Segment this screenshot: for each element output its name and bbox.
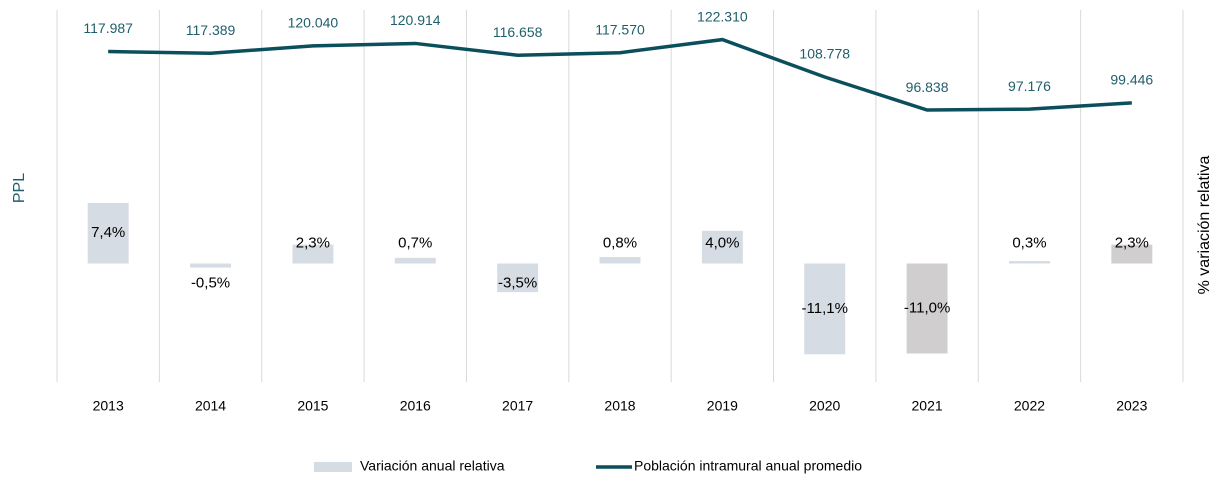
- legend-label: Población intramural anual promedio: [634, 458, 862, 474]
- y-axis-label: PPL: [11, 173, 28, 203]
- bar: [497, 263, 539, 293]
- line: [108, 37, 1132, 112]
- bar-value-label: -0,5%: [191, 274, 230, 291]
- legend-label: Variación anual relativa: [360, 458, 505, 474]
- y2-axis-label: % variación relativa: [1196, 156, 1213, 295]
- x-tick-label: 2020: [809, 398, 840, 414]
- x-tick-label: 2021: [912, 398, 943, 414]
- bar-value-label: -11,1%: [802, 300, 848, 317]
- line-value-label: 120.914: [390, 12, 441, 28]
- bar: [87, 202, 129, 264]
- bar: [804, 263, 846, 355]
- bar: [292, 244, 334, 264]
- bar-value-label: -11,0%: [904, 299, 950, 316]
- bar-value-label: 2,3%: [296, 234, 330, 251]
- bar: [1111, 244, 1153, 264]
- bar: [599, 256, 641, 264]
- x-tick-label: 2017: [502, 398, 533, 414]
- bar: [394, 257, 436, 264]
- x-tick-label: 2023: [1116, 398, 1147, 414]
- bar: [190, 263, 232, 268]
- x-tick-label: 2015: [297, 398, 328, 414]
- bar: [906, 263, 948, 354]
- bar-value-label: 4,0%: [705, 234, 739, 251]
- bar: [701, 230, 743, 264]
- bar-value-label: -3,5%: [498, 274, 537, 291]
- line-value-label: 117.570: [595, 21, 645, 37]
- line-value-label: 116.658: [493, 24, 543, 40]
- line-value-label: 96.838: [906, 79, 949, 95]
- line-value-label: 117.389: [186, 22, 236, 38]
- bar-value-label: 7,4%: [91, 224, 125, 241]
- bar-value-label: 2,3%: [1115, 234, 1149, 251]
- x-tick-label: 2013: [93, 398, 124, 414]
- bar-value-label: 0,7%: [398, 234, 432, 251]
- x-tick-label: 2022: [1014, 398, 1045, 414]
- x-tick-label: 2016: [400, 398, 431, 414]
- line-value-label: 97.176: [1008, 78, 1051, 94]
- line-value-label: 108.778: [799, 46, 850, 62]
- bar-value-label: 0,8%: [603, 234, 637, 251]
- bar: [1008, 261, 1050, 264]
- x-tick-label: 2019: [707, 398, 738, 414]
- line-value-label: 122.310: [697, 8, 748, 24]
- bar-value-label: 0,3%: [1012, 234, 1046, 251]
- line-value-label: 117.987: [83, 20, 133, 36]
- line-value-label: 120.040: [288, 15, 339, 31]
- x-tick-label: 2014: [195, 398, 226, 414]
- x-tick-label: 2018: [604, 398, 635, 414]
- line-value-label: 99.446: [1110, 72, 1153, 88]
- legend-swatch: [314, 462, 352, 472]
